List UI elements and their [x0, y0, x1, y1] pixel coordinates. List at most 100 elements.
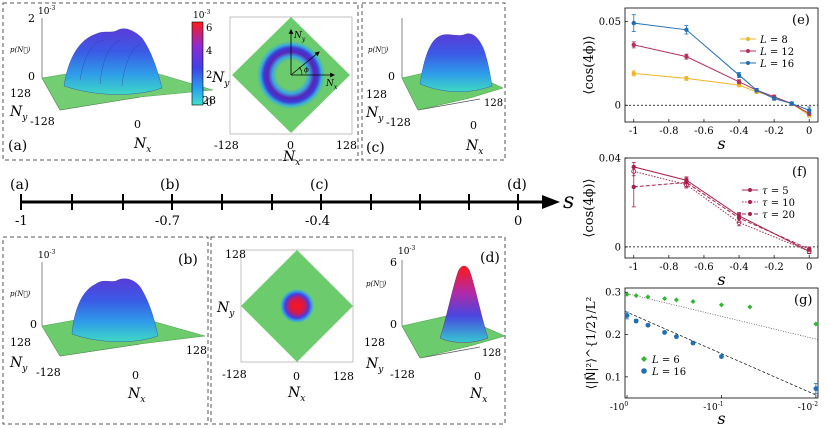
panel-label: (g) — [794, 293, 812, 308]
data-point — [624, 291, 630, 297]
colorbar-tick: 4 — [206, 46, 212, 57]
data-point — [719, 354, 724, 359]
timeline-point-label: (a) — [10, 177, 29, 193]
panel-frames — [2, 2, 506, 425]
data-point — [690, 340, 696, 346]
timeline-point-label: (c) — [310, 177, 329, 193]
svg-text:128: 128 — [484, 98, 503, 109]
timeline-value: 0 — [514, 214, 522, 229]
data-point — [813, 386, 819, 392]
inset-vector — [290, 51, 320, 76]
svg-text:10-3: 10-3 — [398, 245, 415, 257]
fit-line — [624, 310, 819, 397]
data-point — [684, 27, 689, 32]
colorbar: 10-3 6 4 2 0 — [191, 9, 212, 109]
data-point — [633, 318, 639, 324]
surface-mound — [71, 278, 159, 342]
y-axis-label: ⟨|N⃗|²⟩^{1/2}/L² — [583, 296, 598, 389]
timeline-point-label: (d) — [507, 177, 527, 193]
legend-marker — [746, 37, 750, 41]
panel-d-3d: 10-3 6 p(N⃗) 0 128 Ny -128 0 128 Nx (d) — [364, 245, 506, 405]
nx-label: Nx — [287, 385, 305, 404]
data-point — [662, 330, 667, 335]
y-tick: -128 — [222, 368, 247, 381]
svg-text:0: 0 — [474, 370, 481, 383]
disk-density — [280, 289, 314, 323]
z-label: p(N⃗) — [10, 46, 31, 54]
legend-marker — [641, 368, 647, 374]
data-point — [684, 54, 689, 59]
nx-label: Nx — [282, 149, 300, 168]
svg-text:128: 128 — [186, 344, 207, 357]
panel-label-c: (c) — [366, 140, 385, 156]
data-point — [736, 72, 742, 78]
y-tick-label: 0 — [615, 101, 621, 112]
plot-frame — [624, 157, 819, 259]
z-bottom-tick: 0 — [388, 70, 395, 83]
panel-label: (e) — [792, 13, 810, 28]
legend-entry: L = 16 — [651, 367, 686, 378]
x-tick-label: -0.8 — [659, 126, 678, 137]
ny-label: Ny — [365, 356, 384, 375]
svg-text:0: 0 — [470, 119, 477, 132]
timeline-arrowhead — [542, 195, 560, 209]
timeline-value: -0.7 — [155, 214, 180, 229]
z-label: p(N⃗) — [368, 46, 389, 54]
svg-text:ϕ: ϕ — [304, 66, 309, 74]
legend-entry: τ = 5 — [762, 186, 789, 197]
legend-entry: τ = 20 — [762, 210, 795, 221]
data-point — [684, 180, 689, 185]
panel-c-3d: p(N⃗) 0 128 Ny -128 0 128 Nx (c) — [365, 18, 504, 157]
svg-text:-128: -128 — [36, 366, 61, 379]
y-tick-label: 0.04 — [599, 154, 621, 165]
x-tick: 0 — [293, 370, 300, 383]
frame-a — [2, 2, 359, 161]
data-point — [631, 184, 636, 190]
legend-marker — [748, 200, 752, 204]
nx-label: Nx — [127, 386, 145, 405]
z-top-tick: 2 — [28, 12, 35, 25]
svg-text:-128: -128 — [386, 116, 411, 129]
colorbar-tick: 6 — [206, 23, 212, 34]
timeline-value: -1 — [15, 214, 28, 229]
data-point — [789, 101, 794, 106]
y-tick-label: 0 — [615, 242, 621, 253]
chart-f: -1 -0.8 -0.6 -0.4 -0.2 000.04s⟨cos(4ϕ)⟩(f)τ =… — [582, 154, 819, 289]
series-line — [633, 72, 810, 116]
ny-label: Ny — [9, 104, 28, 123]
panel-label: (f) — [792, 165, 807, 180]
data-point — [673, 297, 679, 303]
series-line — [633, 166, 810, 252]
svg-text:-128: -128 — [390, 368, 415, 381]
legend-marker — [748, 212, 752, 216]
x-tick-label: 0 — [806, 126, 812, 137]
nx-label: Nx — [465, 138, 483, 157]
data-point — [807, 246, 812, 252]
timeline-axis-label: s — [563, 189, 574, 214]
corner-left-tick: -128 — [30, 115, 55, 128]
x-tick-label: -0.4 — [729, 262, 748, 273]
x-tick-label: -1 — [629, 126, 639, 137]
data-point — [631, 42, 636, 48]
x-axis-label: s — [717, 270, 725, 289]
svg-text:10-3: 10-3 — [193, 9, 210, 21]
z-bottom-tick: 0 — [30, 318, 37, 331]
legend-marker — [641, 356, 647, 362]
svg-text:Nx: Nx — [325, 79, 338, 91]
series-line — [633, 170, 810, 252]
surface-peak — [439, 265, 489, 343]
x-axis-label: s — [717, 409, 725, 428]
legend-entry: L = 6 — [651, 355, 680, 366]
colorbar-tick: 2 — [206, 70, 212, 81]
svg-text:10-3: 10-3 — [38, 249, 55, 261]
ny-tick: 128 — [364, 336, 385, 349]
x-tick: 0 — [287, 139, 294, 152]
ny-label: Ny — [216, 300, 235, 319]
x-tick-label: -0.2 — [764, 126, 783, 137]
z-label: p(N⃗) — [10, 290, 31, 298]
chart-e: -1 -0.8 -0.6 -0.4 -0.2 0 0 0.05 s ⟨cos(4ϕ)⟩ (e) L =… — [582, 7, 819, 153]
svg-text:128: 128 — [482, 348, 501, 359]
y-tick-label: 0.05 — [599, 17, 621, 28]
z-bottom-tick: 0 — [390, 318, 397, 331]
